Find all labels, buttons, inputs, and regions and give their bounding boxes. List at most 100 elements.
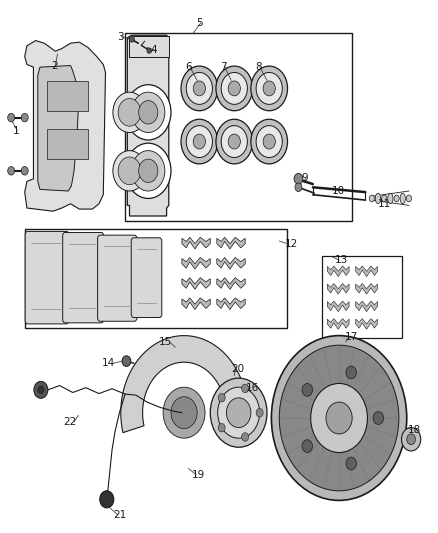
Polygon shape <box>182 278 210 289</box>
Text: 20: 20 <box>231 364 244 374</box>
Ellipse shape <box>406 195 412 202</box>
Circle shape <box>210 378 267 447</box>
Text: 21: 21 <box>113 510 127 520</box>
Bar <box>129 36 169 56</box>
Polygon shape <box>327 301 349 312</box>
Circle shape <box>251 119 288 164</box>
Circle shape <box>186 126 212 158</box>
Circle shape <box>218 387 260 438</box>
Text: 4: 4 <box>150 45 157 55</box>
Polygon shape <box>356 284 378 294</box>
Circle shape <box>21 166 28 175</box>
Polygon shape <box>217 278 245 289</box>
Circle shape <box>346 457 357 470</box>
Ellipse shape <box>388 193 393 204</box>
Circle shape <box>302 440 313 453</box>
Circle shape <box>272 336 407 500</box>
Polygon shape <box>217 298 245 310</box>
Text: 5: 5 <box>196 18 203 28</box>
Polygon shape <box>327 284 349 294</box>
Circle shape <box>34 381 48 398</box>
Circle shape <box>216 66 253 111</box>
Circle shape <box>132 151 165 191</box>
Text: 1: 1 <box>13 126 20 136</box>
FancyBboxPatch shape <box>98 235 137 321</box>
Circle shape <box>263 81 276 96</box>
Polygon shape <box>356 301 378 312</box>
Circle shape <box>226 398 251 427</box>
Polygon shape <box>217 237 245 249</box>
Bar <box>125 33 352 221</box>
Circle shape <box>38 386 44 393</box>
Polygon shape <box>127 35 169 216</box>
Polygon shape <box>327 319 349 329</box>
Polygon shape <box>217 257 245 269</box>
Text: 8: 8 <box>255 62 262 71</box>
Text: 2: 2 <box>51 61 57 70</box>
Text: 11: 11 <box>378 199 391 209</box>
Circle shape <box>100 491 114 508</box>
Circle shape <box>402 427 421 451</box>
Circle shape <box>113 92 146 133</box>
Circle shape <box>147 48 151 53</box>
Ellipse shape <box>400 193 405 204</box>
Circle shape <box>118 157 141 184</box>
Text: 9: 9 <box>301 173 308 183</box>
Ellipse shape <box>369 195 374 202</box>
Circle shape <box>181 66 218 111</box>
Polygon shape <box>25 41 106 211</box>
Bar <box>46 82 88 111</box>
Circle shape <box>129 36 134 42</box>
Circle shape <box>256 126 283 158</box>
Text: 14: 14 <box>102 358 116 368</box>
Circle shape <box>302 384 313 396</box>
Circle shape <box>181 119 218 164</box>
Circle shape <box>228 134 240 149</box>
Circle shape <box>346 366 357 379</box>
Circle shape <box>171 397 197 429</box>
Circle shape <box>256 72 283 104</box>
Polygon shape <box>38 66 78 191</box>
Circle shape <box>221 72 247 104</box>
Text: 16: 16 <box>246 383 259 393</box>
Text: 17: 17 <box>345 332 358 342</box>
Circle shape <box>21 114 28 122</box>
Circle shape <box>294 173 303 184</box>
Circle shape <box>242 433 249 441</box>
Circle shape <box>132 92 165 133</box>
Circle shape <box>263 134 276 149</box>
Circle shape <box>373 411 384 424</box>
Text: 15: 15 <box>159 337 172 347</box>
Circle shape <box>122 356 131 367</box>
Circle shape <box>163 387 205 438</box>
Circle shape <box>118 99 141 126</box>
Circle shape <box>113 151 146 191</box>
Circle shape <box>139 159 158 182</box>
Circle shape <box>311 383 367 453</box>
Polygon shape <box>182 237 210 249</box>
Polygon shape <box>327 266 349 277</box>
Circle shape <box>218 423 225 432</box>
Text: 10: 10 <box>332 186 345 196</box>
Circle shape <box>256 408 263 417</box>
Circle shape <box>242 384 249 393</box>
Ellipse shape <box>381 195 387 202</box>
Circle shape <box>407 434 416 445</box>
Circle shape <box>218 393 225 402</box>
FancyBboxPatch shape <box>25 231 69 324</box>
Text: 13: 13 <box>335 255 348 265</box>
Text: 19: 19 <box>192 470 205 480</box>
FancyBboxPatch shape <box>131 238 162 318</box>
Circle shape <box>295 183 302 191</box>
Circle shape <box>186 72 212 104</box>
Text: 22: 22 <box>63 417 76 427</box>
Circle shape <box>193 134 205 149</box>
Polygon shape <box>356 266 378 277</box>
Ellipse shape <box>375 193 381 204</box>
Polygon shape <box>121 336 245 433</box>
Bar <box>46 130 88 159</box>
Circle shape <box>326 402 352 434</box>
Circle shape <box>8 166 14 175</box>
Circle shape <box>216 119 253 164</box>
Circle shape <box>251 66 288 111</box>
